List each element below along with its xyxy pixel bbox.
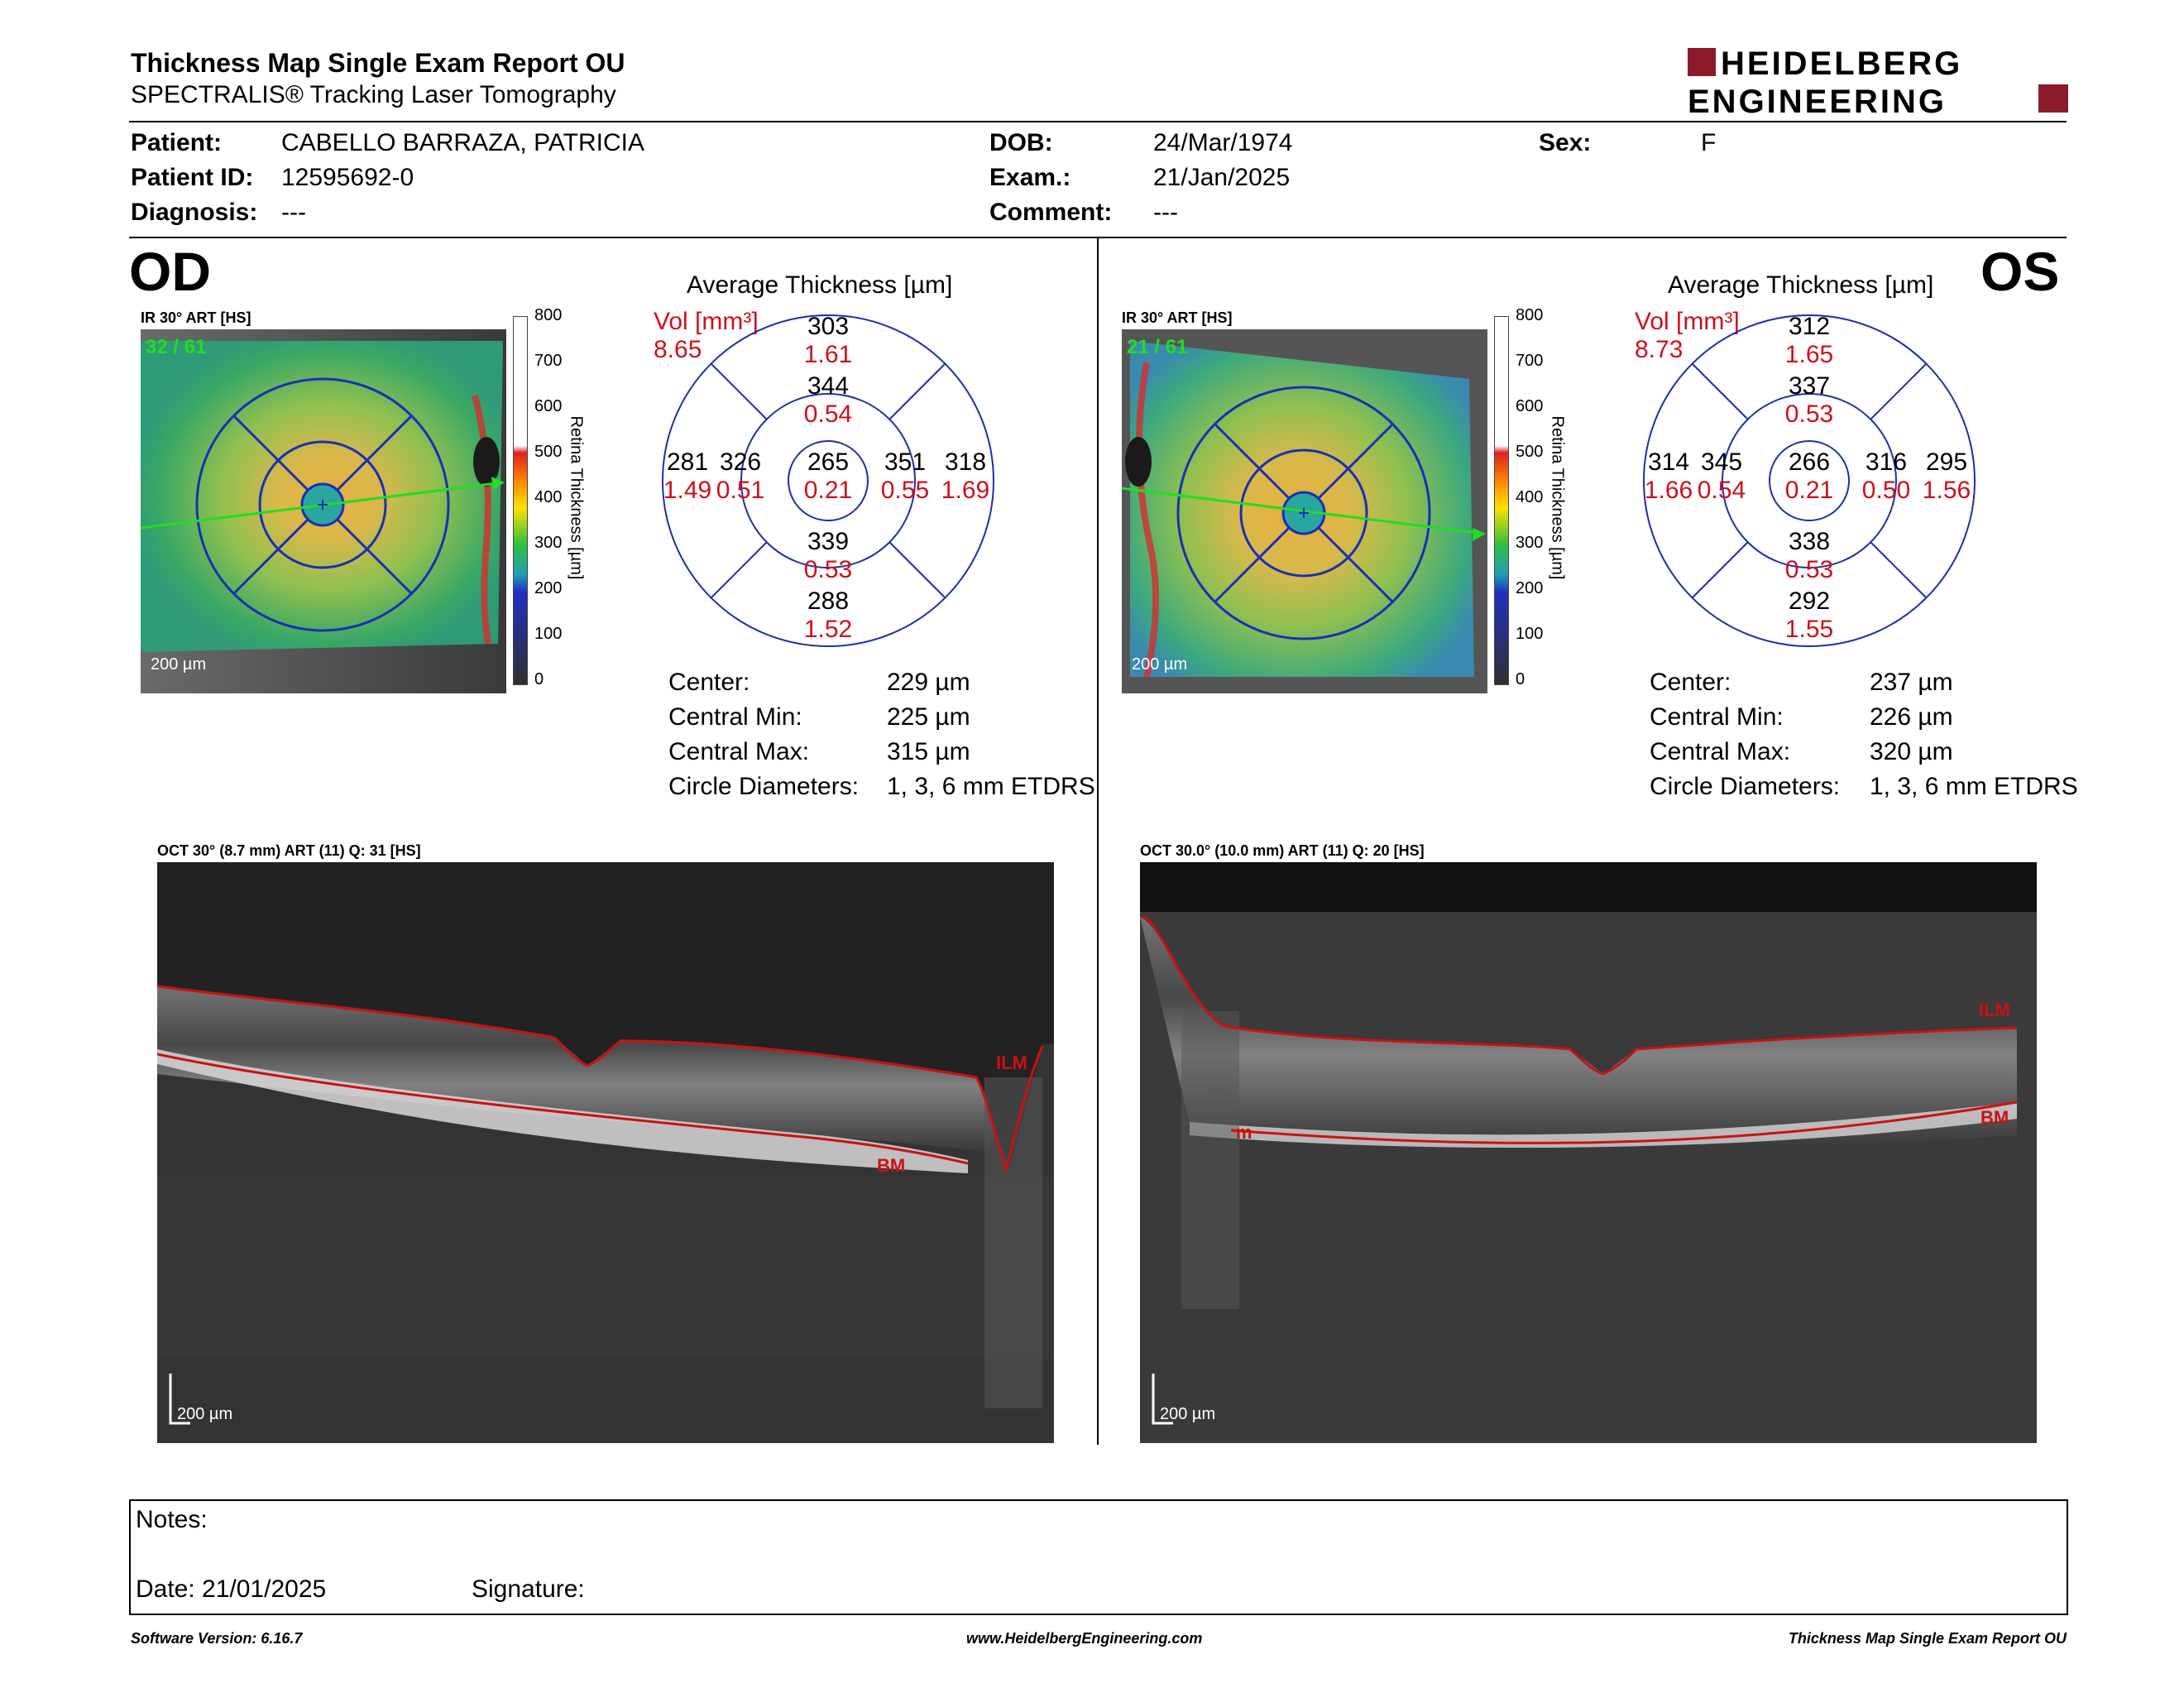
os-vol-label: Vol [mm³] [1635,308,1740,335]
os-ilm-label: ILM [1979,1000,2010,1020]
notes-label: Notes: [136,1506,208,1533]
os-oct-scale: 200 µm [1160,1405,1216,1423]
exam-label: Exam.: [989,164,1071,191]
od-bm-label: BM [877,1155,906,1176]
dob-label: DOB: [989,129,1053,156]
os-oct-label: OCT 30.0° (10.0 mm) ART (11) Q: 20 [HS] [1140,842,1425,859]
od-map-scale: 200 µm [151,655,207,674]
od-ilm-label: ILM [996,1053,1027,1073]
svg-text:ENGINEERING: ENGINEERING [1688,84,1947,116]
dob-value: 24/Mar/1974 [1153,129,1293,156]
os-colorbar-ticks: 800 700 600 500 400 300 200 100 0 [1516,306,1544,688]
svg-text:HEIDELBERG: HEIDELBERG [1721,46,1962,82]
report-title: Thickness Map Single Exam Report OU [131,48,625,78]
od-colorbar-title: Retina Thickness [µm] [567,415,586,580]
os-bm-left-label: m [1236,1122,1252,1143]
sex-value: F [1701,129,1717,156]
od-avg-title: Average Thickness [µm] [687,271,953,299]
diagnosis-label: Diagnosis: [131,199,258,226]
comment-label: Comment: [989,199,1113,226]
os-colorbar-title: Retina Thickness [µm] [1548,415,1567,580]
od-vol-value: 8.65 [654,336,702,363]
od-thickness-map: 32 / 61 200 µm [141,329,506,693]
os-oct-scan: ILM BM m 200 µm [1140,862,2037,1443]
software-version: Software Version: 6.16.7 [131,1630,303,1647]
patient-label: Patient: [131,129,223,156]
od-colorbar [513,316,528,685]
os-colorbar [1494,316,1509,685]
diagnosis-value: --- [281,199,306,226]
od-frame-count: 32 / 61 [146,336,207,358]
signature-label: Signature: [472,1575,585,1603]
od-oct-scale: 200 µm [177,1405,233,1423]
header-divider [129,121,2067,122]
os-bm-label: BM [1980,1107,2009,1128]
sex-label: Sex: [1539,129,1592,156]
os-avg-title: Average Thickness [µm] [1668,271,1934,299]
od-eye-label: OD [129,241,211,302]
od-vol-label: Vol [mm³] [654,308,759,335]
os-thickness-map: 21 / 61 200 µm [1122,329,1487,693]
footer-report-name: Thickness Map Single Exam Report OU [1788,1630,2067,1647]
od-oct-scan: ILM BM 200 µm [157,862,1054,1443]
report-subtitle: SPECTRALIS® Tracking Laser Tomography [131,81,616,108]
comment-value: --- [1153,199,1178,226]
od-oct-label: OCT 30° (8.7 mm) ART (11) Q: 31 [HS] [157,842,421,859]
notes-box[interactable]: Notes: Date: 21/01/2025 Signature: [129,1499,2068,1615]
date-label: Date: 21/01/2025 [136,1575,327,1603]
os-ir-label: IR 30° ART [HS] [1122,309,1233,326]
os-frame-count: 21 / 61 [1127,336,1188,358]
od-ir-label: IR 30° ART [HS] [141,309,251,326]
os-eye-label: OS [1980,241,2060,302]
os-vol-value: 8.73 [1635,336,1684,363]
website-link[interactable]: www.HeidelbergEngineering.com [966,1630,1203,1647]
heidelberg-logo: HEIDELBERG ENGINEERING [1688,46,2068,116]
os-map-scale: 200 µm [1132,655,1188,674]
exam-value: 21/Jan/2025 [1153,164,1291,191]
od-colorbar-ticks: 800 700 600 500 400 300 200 100 0 [534,306,563,688]
od-grid-values: 303 1.61 344 0.54 281 1.49 326 0.51 265 … [663,313,990,643]
patient-id-label: Patient ID: [131,164,254,191]
od-etdrs-grid [662,314,994,647]
os-grid-values: 312 1.65 337 0.53 314 1.66 345 0.54 266 … [1644,313,1971,643]
patient-id-value: 12595692-0 [281,164,414,191]
patient-name: CABELLO BARRAZA, PATRICIA [281,129,644,156]
eye-divider [1097,238,1099,1445]
patient-divider [129,237,2067,238]
os-etdrs-grid [1643,314,1976,647]
